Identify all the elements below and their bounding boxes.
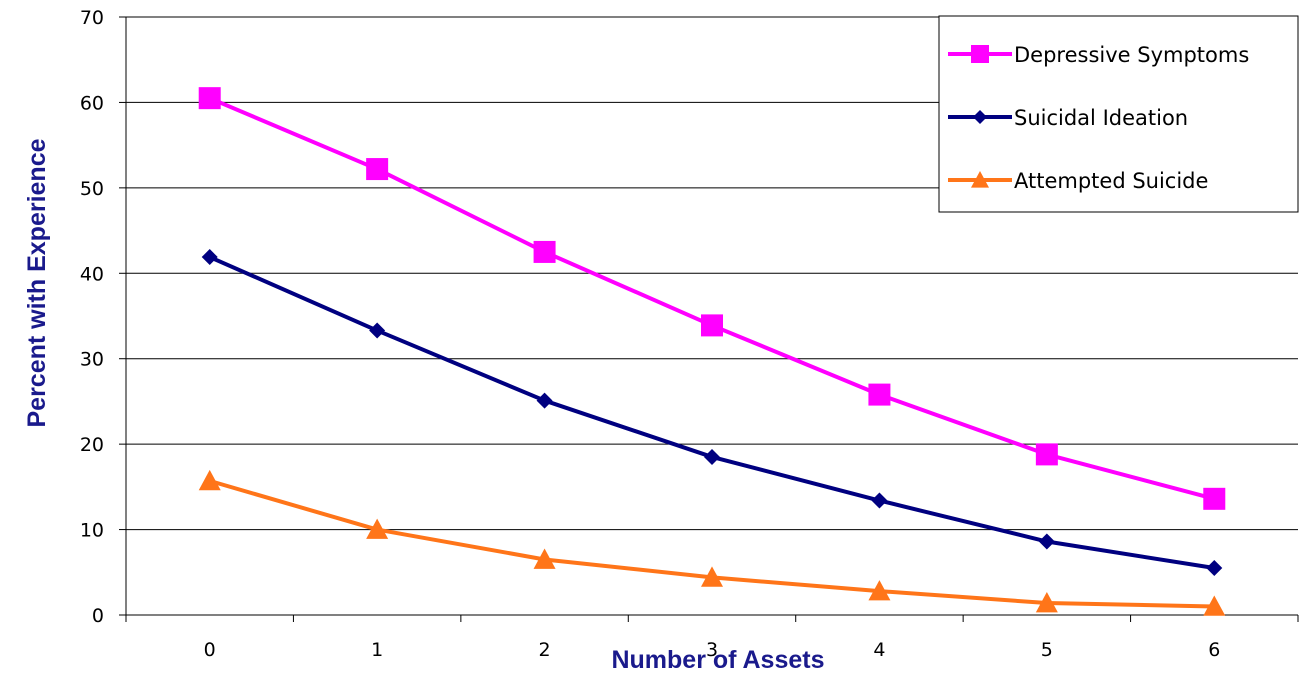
data-point-attempted-suicide-0 [198, 469, 221, 491]
y-tick-label-60: 60 [80, 92, 104, 114]
data-point-suicidal-ideation-1 [369, 322, 386, 339]
data-series [198, 87, 1226, 616]
data-point-depressive-symptoms-4 [868, 383, 891, 406]
series-attempted-suicide [198, 469, 1226, 616]
data-point-depressive-symptoms-5 [1035, 443, 1058, 466]
data-point-attempted-suicide-5 [1035, 592, 1058, 613]
y-tick-label-30: 30 [80, 349, 104, 371]
legend-item-depressive-symptoms: Depressive Symptoms [948, 43, 1249, 67]
data-point-attempted-suicide-3 [701, 566, 723, 587]
data-point-suicidal-ideation-4 [871, 492, 888, 509]
y-tick-label-0: 0 [92, 605, 104, 627]
series-suicidal-ideation [201, 249, 1223, 577]
data-point-depressive-symptoms-3 [701, 314, 723, 337]
data-point-suicidal-ideation-0 [201, 249, 218, 266]
y-tick-label-50: 50 [80, 178, 104, 200]
series-line-suicidal-ideation [208, 255, 1215, 570]
x-tick-label-5: 5 [1041, 639, 1053, 661]
y-tick-label-40: 40 [80, 263, 104, 285]
legend-item-attempted-suicide: Attempted Suicide [948, 169, 1208, 193]
x-tick-label-1: 1 [371, 639, 383, 661]
legend-marker-depressive-symptoms [971, 45, 989, 63]
axes [119, 16, 1299, 622]
legend-label-depressive-symptoms: Depressive Symptoms [1014, 43, 1249, 67]
x-tick-label-2: 2 [539, 639, 551, 661]
x-tick-labels: 0 1 2 3 4 5 6 [204, 639, 1221, 661]
data-point-depressive-symptoms-1 [366, 158, 389, 181]
y-axis-title: Percent with Experience [23, 138, 51, 427]
data-point-attempted-suicide-1 [366, 518, 389, 539]
legend-label-attempted-suicide: Attempted Suicide [1014, 169, 1208, 193]
y-tick-label-70: 70 [80, 7, 104, 29]
data-point-depressive-symptoms-6 [1203, 487, 1226, 510]
legend-label-suicidal-ideation: Suicidal Ideation [1014, 106, 1188, 130]
legend: Depressive Symptoms Suicidal Ideation Atte… [938, 15, 1299, 213]
legend-item-suicidal-ideation: Suicidal Ideation [948, 106, 1188, 130]
y-tick-label-20: 20 [80, 434, 104, 456]
data-point-suicidal-ideation-2 [536, 392, 553, 409]
x-axis-title: Number of Assets [611, 646, 824, 674]
data-point-suicidal-ideation-3 [704, 448, 720, 465]
y-tick-labels: 0 10 20 30 40 50 60 70 [80, 7, 104, 627]
data-point-suicidal-ideation-5 [1038, 533, 1055, 550]
series-depressive-symptoms [198, 87, 1226, 510]
x-tick-label-0: 0 [204, 639, 216, 661]
legend-marker-attempted-suicide [971, 171, 989, 188]
x-tick-label-6: 6 [1208, 639, 1220, 661]
x-tick-label-3: 3 [706, 639, 718, 661]
y-tick-label-10: 10 [80, 520, 104, 542]
data-point-attempted-suicide-2 [533, 548, 556, 569]
data-point-depressive-symptoms-0 [198, 87, 221, 110]
data-point-depressive-symptoms-2 [533, 240, 556, 263]
data-point-attempted-suicide-4 [868, 580, 891, 601]
legend-marker-suicidal-ideation [973, 110, 987, 124]
x-tick-label-4: 4 [873, 639, 885, 661]
data-point-suicidal-ideation-6 [1206, 560, 1223, 577]
data-point-attempted-suicide-6 [1203, 595, 1226, 616]
gridlines [126, 16, 1298, 531]
